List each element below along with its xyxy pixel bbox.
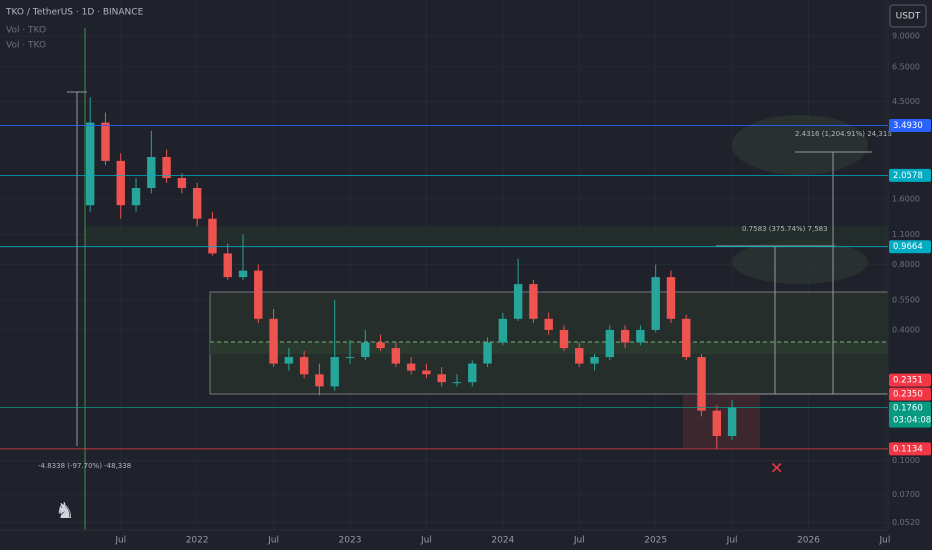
candle-body [254, 270, 263, 319]
candle-body [437, 374, 446, 383]
y-tick-label: 9.0000 [892, 32, 920, 41]
candle-body [223, 253, 232, 278]
candle-body [315, 374, 324, 387]
x-tick-label: Jul [573, 536, 585, 546]
y-tick-label: 0.0700 [892, 490, 920, 499]
countdown: 03:04:08 [893, 416, 931, 426]
candle-body [590, 357, 599, 364]
price-badge [889, 442, 931, 456]
x-tick-label: Jul [420, 536, 432, 546]
price-badge [889, 373, 931, 387]
x-tick-label: 2026 [797, 536, 820, 546]
x-tick-label: 2025 [644, 536, 667, 546]
candle-body [299, 357, 309, 375]
y-tick-label: 4.5000 [892, 97, 920, 106]
logo[interactable]: ♞ [55, 499, 75, 524]
price-badge [889, 240, 931, 254]
y-tick-label: 1.6000 [892, 195, 920, 204]
candle-body [177, 178, 187, 189]
x-tick-label: Jul [114, 536, 126, 546]
price-badge [889, 168, 931, 182]
candle-body [513, 284, 523, 319]
candle-body [85, 122, 95, 206]
close-icon[interactable]: ✕ [770, 459, 783, 478]
price-badge-label: 3.4930 [893, 121, 923, 131]
y-tick-label: 0.5500 [892, 295, 920, 304]
candle-body [101, 122, 110, 161]
highlight-ellipse [732, 240, 868, 284]
y-tick-label: 6.5000 [892, 62, 920, 71]
candle-body [147, 157, 156, 189]
candle-body [269, 318, 278, 364]
y-tick-label: 1.1000 [892, 230, 920, 239]
candle-body [345, 357, 355, 359]
candle-body [529, 284, 538, 319]
currency-button[interactable] [889, 4, 927, 28]
legend-line: Vol · TKO [6, 41, 46, 51]
price-badge [889, 118, 931, 132]
x-tick-label: Jul [879, 536, 891, 546]
y-tick-label: 0.1000 [892, 456, 920, 465]
candle-body [544, 318, 553, 330]
candle-body [131, 188, 141, 206]
highlight-ellipse [732, 115, 868, 175]
candle-body [697, 357, 706, 411]
candle-body [376, 342, 385, 349]
y-tick-label: 0.8000 [892, 260, 920, 269]
candle-body [208, 218, 217, 254]
annotation: 2.4316 (1,204.91%) 24,316 [795, 130, 892, 138]
price-badge-label: 0.2351 [893, 376, 923, 386]
candle-body [727, 407, 737, 436]
candle-body [636, 329, 645, 343]
candle-body [192, 188, 202, 219]
candle-body [498, 318, 508, 343]
candle-body [483, 342, 492, 364]
candle-body [284, 357, 294, 364]
price-badge [889, 387, 931, 401]
candle-body [406, 363, 416, 371]
price-badge-label: 0.1760 [893, 404, 923, 414]
x-tick-label: Jul [267, 536, 279, 546]
zone [683, 395, 760, 448]
price-badge-label: 0.1134 [893, 444, 923, 454]
zone [210, 342, 888, 354]
candle-body [605, 329, 615, 358]
price-badge [889, 401, 931, 428]
candle-body [422, 370, 431, 375]
price-badge-label: 2.0578 [893, 171, 923, 181]
candle-body [559, 329, 569, 349]
price-badge-label: 0.9664 [893, 242, 923, 252]
candle-body [361, 342, 370, 358]
candle-body [238, 270, 248, 278]
candle-body [620, 329, 630, 343]
x-tick-label: 2022 [186, 536, 209, 546]
annotation: 0.7583 (375.74%) 7,583 [742, 225, 828, 233]
y-tick-label: 0.0520 [892, 518, 920, 527]
x-tick-label: 2024 [491, 536, 514, 546]
candle-body [330, 357, 339, 387]
candle-body [575, 348, 584, 364]
currency-button-label[interactable]: USDT [896, 12, 921, 22]
annotation: -4.8338 (-97.70%) -48,338 [38, 462, 131, 470]
candle-body [651, 277, 660, 330]
x-tick-label: 2023 [339, 536, 362, 546]
candle-body [666, 277, 676, 319]
candle-body [452, 382, 462, 384]
y-tick-label: 0.4000 [892, 325, 920, 334]
candle-body [682, 318, 691, 358]
legend-line: Vol · TKO [6, 26, 46, 36]
candle-body [712, 410, 722, 436]
zone [85, 226, 888, 246]
candle-body [468, 363, 477, 383]
candle-body [391, 348, 401, 364]
x-tick-label: Jul [726, 536, 738, 546]
candle-body [116, 160, 125, 206]
chart-title: TKO / TetherUS · 1D · BINANCE [5, 8, 144, 18]
price-badge-label: 0.2350 [893, 390, 923, 400]
candle-body [162, 157, 171, 179]
